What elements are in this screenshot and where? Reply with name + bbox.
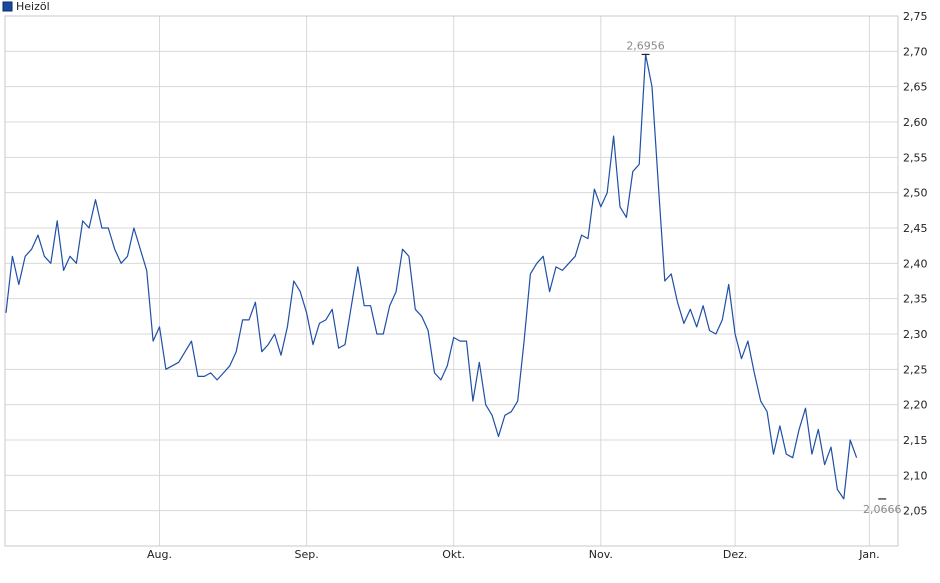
y-axis-labels: 2,05 2,10 2,15 2,20 2,25 2,30 2,35 2,40 2,45 2,50… <box>903 10 928 518</box>
legend-swatch <box>2 1 13 12</box>
legend-label: Heizöl <box>16 0 50 13</box>
x-tick-label: Dez. <box>723 548 748 561</box>
y-tick-label: 2,10 <box>903 469 928 482</box>
y-tick-label: 2,45 <box>903 222 928 235</box>
series-line-heizoel <box>5 53 858 500</box>
y-tick-label: 2,70 <box>903 45 928 58</box>
y-tick-label: 2,25 <box>903 363 928 376</box>
y-tick-label: 2,50 <box>903 187 928 200</box>
plot-frame <box>4 15 899 547</box>
y-tick-label: 2,15 <box>903 434 928 447</box>
y-tick-label: 2,20 <box>903 399 928 412</box>
y-tick-label: 2,30 <box>903 328 928 341</box>
min-value-label: 2,0666 <box>863 503 902 516</box>
y-tick-label: 2,65 <box>903 81 928 94</box>
x-tick-label: Sep. <box>294 548 318 561</box>
y-tick-label: 2,35 <box>903 293 928 306</box>
extreme-annotations: 2,6956 2,0666 <box>626 39 901 515</box>
grid-layer <box>5 15 898 546</box>
y-tick-label: 2,40 <box>903 257 928 270</box>
y-tick-label: 2,60 <box>903 116 928 129</box>
x-tick-label: Aug. <box>147 548 172 561</box>
x-tick-label: Nov. <box>589 548 613 561</box>
y-tick-label: 2,55 <box>903 151 928 164</box>
y-tick-label: 2,75 <box>903 10 928 23</box>
x-axis-labels: Aug. Sep. Okt. Nov. Dez. Jan. <box>147 548 880 561</box>
x-tick-label: Jan. <box>858 548 879 561</box>
x-tick-label: Okt. <box>442 548 465 561</box>
max-value-label: 2,6956 <box>626 39 665 52</box>
y-tick-label: 2,05 <box>903 505 928 518</box>
